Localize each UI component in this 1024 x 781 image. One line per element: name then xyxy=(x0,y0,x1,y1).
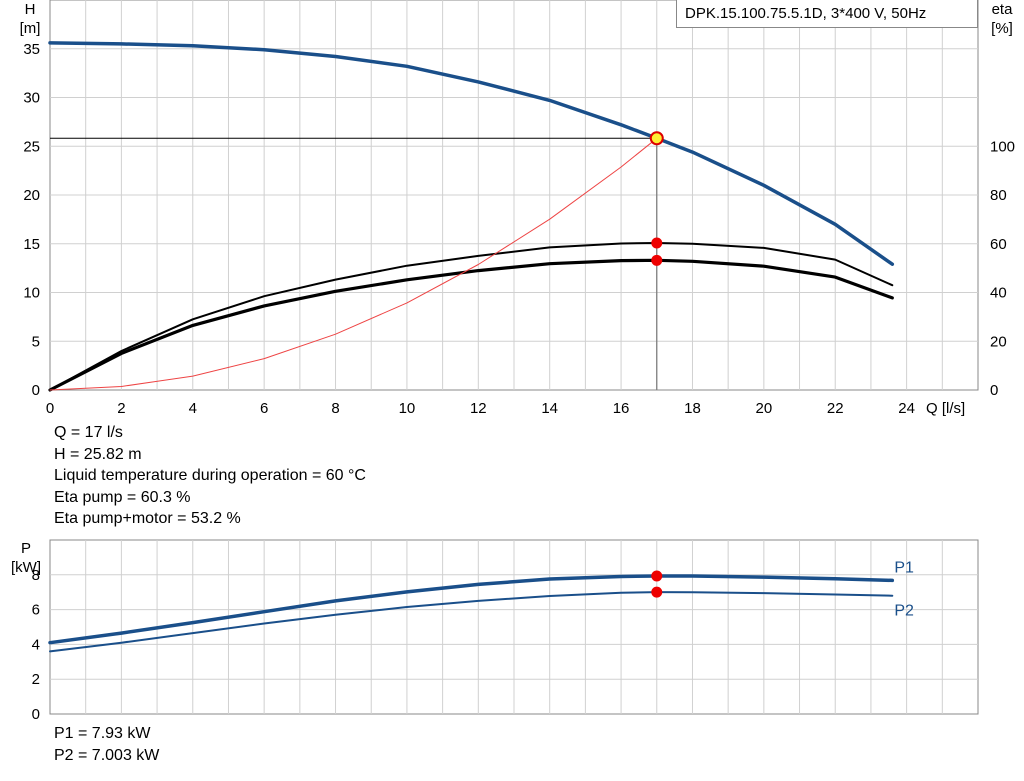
eta-tick-label: 20 xyxy=(990,333,1007,350)
top-chart-ticks: 0 2 4 6 8 10 12 14 16 18 20 22 240510152025303502040… xyxy=(23,41,1015,417)
p1-marker xyxy=(651,570,663,582)
bottom-chart-grid xyxy=(49,539,979,715)
readout-eta-total: Eta pump+motor = 53.2 % xyxy=(54,510,241,528)
power-tick-label: 8 xyxy=(32,567,40,584)
p2-legend-label: P2 xyxy=(894,603,914,620)
top-chart-curves xyxy=(48,41,895,392)
top-chart-grid xyxy=(49,0,979,391)
head-tick-label: 5 xyxy=(32,333,40,350)
top-chart-axis-titles: H [m] eta [%] Q [l/s] xyxy=(20,1,1014,417)
eta-axis-title-line-1: [%] xyxy=(991,20,1013,37)
p2-marker xyxy=(651,586,663,598)
eta-tick-label: 0 xyxy=(990,382,998,399)
duty-point-readout: Q = 17 l/s H = 25.82 m Liquid temperatur… xyxy=(54,422,366,530)
head-tick-label: 25 xyxy=(23,138,40,155)
power-readout: P1 = 7.93 kW P2 = 7.003 kW xyxy=(54,723,159,766)
duty-point-marker xyxy=(649,131,664,146)
head-tick-label: 0 xyxy=(32,382,40,399)
power-axis-title-line-0: P xyxy=(21,540,31,557)
eta-pump-marker xyxy=(651,237,663,249)
p1-legend-label: P1 xyxy=(894,559,914,576)
flow-axis-title: Q [l/s] xyxy=(926,400,965,417)
x-tick-label: 12 xyxy=(470,400,487,417)
eta-axis-title-line-0: eta xyxy=(992,1,1014,18)
head-axis-title-line-0: H xyxy=(25,1,36,18)
readout-flow: Q = 17 l/s xyxy=(54,424,123,441)
head-curve xyxy=(48,41,895,266)
system-curve xyxy=(49,137,658,391)
head-tick-label: 15 xyxy=(23,236,40,253)
x-tick-label: 0 xyxy=(46,400,54,417)
x-tick-label: 20 xyxy=(756,400,773,417)
x-tick-label: 14 xyxy=(541,400,558,417)
eta-tick-label: 100 xyxy=(990,138,1015,155)
readout-p2: P2 = 7.003 kW xyxy=(54,746,160,764)
x-tick-label: 8 xyxy=(331,400,339,417)
eta-tick-label: 40 xyxy=(990,285,1007,302)
readout-temperature: Liquid temperature during operation = 60… xyxy=(54,467,366,485)
x-tick-label: 10 xyxy=(399,400,416,417)
eta-pump-curve xyxy=(49,242,894,391)
eta-tick-label: 60 xyxy=(990,236,1007,253)
readout-p1: P1 = 7.93 kW xyxy=(54,725,151,742)
readout-eta-pump: Eta pump = 60.3 % xyxy=(54,488,191,506)
eta-total-curve xyxy=(48,258,894,392)
x-tick-label: 24 xyxy=(898,400,915,417)
pump-model-label: DPK.15.100.75.5.1D, 3*400 V, 50Hz xyxy=(676,0,978,28)
power-tick-label: 0 xyxy=(32,706,40,723)
head-tick-label: 35 xyxy=(23,41,40,58)
eta-total-marker xyxy=(651,254,663,266)
eta-tick-label: 80 xyxy=(990,187,1007,204)
operating-point-markers xyxy=(649,131,664,598)
x-tick-label: 22 xyxy=(827,400,844,417)
p1-curve xyxy=(48,574,895,645)
x-tick-label: 16 xyxy=(613,400,630,417)
bottom-chart-ticks: 0 2 4 6 8 xyxy=(32,567,40,723)
power-axis-title-line-1: [kW] xyxy=(11,559,41,576)
x-tick-label: 6 xyxy=(260,400,268,417)
readout-head: H = 25.82 m xyxy=(54,445,142,463)
head-axis-title-line-1: [m] xyxy=(20,20,41,37)
head-tick-label: 10 xyxy=(23,285,40,302)
power-tick-label: 2 xyxy=(32,671,40,688)
p2-curve xyxy=(49,591,894,653)
head-tick-label: 20 xyxy=(23,187,40,204)
power-tick-label: 4 xyxy=(32,636,40,653)
x-tick-label: 2 xyxy=(117,400,125,417)
x-tick-label: 18 xyxy=(684,400,701,417)
power-tick-label: 6 xyxy=(32,602,40,619)
head-tick-label: 30 xyxy=(23,90,40,107)
x-tick-label: 4 xyxy=(189,400,197,417)
bottom-chart-axis-titles: P [kW] xyxy=(11,540,41,576)
bottom-chart-curves: P1 P2 xyxy=(48,559,914,653)
